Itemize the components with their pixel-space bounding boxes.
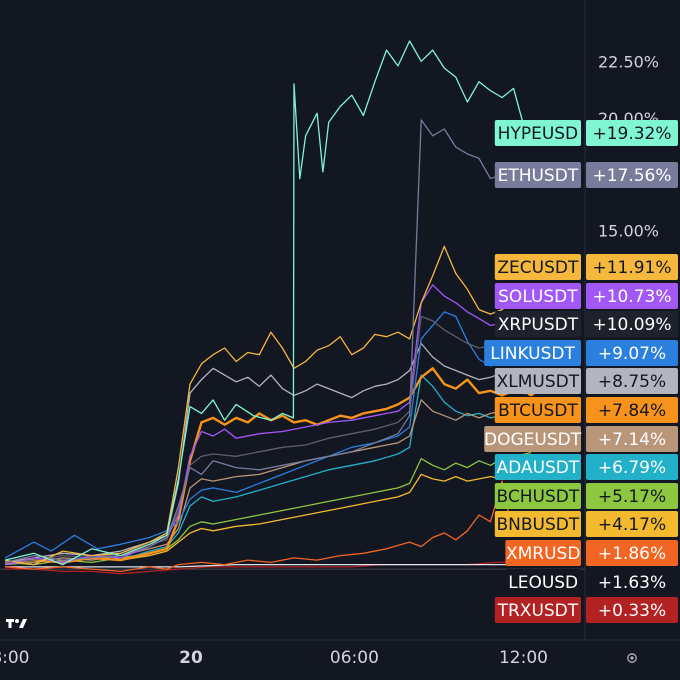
series-line-linkusdt	[4, 311, 532, 559]
legend-value-badge	[586, 311, 678, 337]
legend-value-zecusdt: +11.91%	[592, 258, 671, 278]
legend-name-trxusdt: TRXUSDT	[497, 601, 579, 621]
legend-value-leousd: +1.63%	[598, 573, 666, 593]
legend-name-solusdt: SOLUSDT	[498, 287, 578, 307]
legend-name-btcusdt: BTCUSDT	[498, 401, 578, 421]
legend-name-badge	[494, 483, 581, 509]
x-tick-label: 18:00	[0, 648, 30, 668]
legend-value-xrpusdt: +10.09%	[592, 315, 671, 335]
legend-value-xlmusdt: +8.75%	[598, 372, 666, 392]
legend-name-hypeusd: HYPEUSD	[498, 124, 578, 144]
x-tick-label: 06:00	[330, 648, 379, 668]
legend-name-zecusdt: ZECUSDT	[497, 258, 579, 278]
legend-name-bnbusdt: BNBUSDT	[497, 515, 580, 535]
legend-name-xrpusdt: XRPUSDT	[498, 315, 579, 335]
legend-value-badge	[586, 540, 678, 566]
legend-value-badge	[586, 454, 678, 480]
series-line-ethusdt	[4, 119, 532, 564]
series-line-leousd	[5, 563, 531, 568]
legend-name-badge	[494, 511, 581, 537]
legend-name-badge	[505, 540, 581, 566]
legend-value-badge	[586, 483, 678, 509]
legend-name-xlmusdt: XLMUSDT	[497, 372, 580, 392]
legend-value-badge	[586, 569, 678, 595]
legend-name-badge	[494, 597, 581, 623]
series-line-bnbusdt	[4, 473, 532, 564]
legend-name-adausdt: ADAUSDT	[497, 458, 580, 478]
legend-value-badge	[586, 283, 678, 309]
legend-value-adausdt: +6.79%	[598, 458, 666, 478]
legend-value-trxusdt: +0.33%	[598, 601, 666, 621]
legend-value-badge	[586, 597, 678, 623]
x-tick-label: 20	[179, 648, 203, 668]
legend-name-badge	[494, 368, 581, 394]
legend-name-dogeusdt: DOGEUSDT	[484, 430, 582, 450]
legend-value-badge	[586, 162, 678, 188]
tradingview-logo-icon	[6, 619, 27, 628]
legend-name-badge	[494, 397, 581, 423]
legend-value-ethusdt: +17.56%	[592, 166, 671, 186]
legend-value-hypeusd: +19.32%	[592, 124, 671, 144]
legend-name-bchusdt: BCHUSDT	[497, 487, 580, 507]
legend-name-badge	[484, 426, 581, 452]
legend-value-badge	[586, 120, 678, 146]
legend-value-badge	[586, 340, 678, 366]
series-line-hypeusd	[4, 40, 532, 566]
series-line-adausdt	[4, 374, 532, 566]
legend-value-badge	[586, 511, 678, 537]
legend-value-badge	[586, 254, 678, 280]
legend-name-linkusdt: LINKUSDT	[490, 344, 575, 364]
legend-value-badge	[586, 368, 678, 394]
legend-value-bchusdt: +5.17%	[598, 487, 666, 507]
series-line-zecusdt	[4, 245, 532, 566]
legend-name-xmrusd: XMRUSD	[506, 544, 580, 564]
legend-name-badge	[494, 283, 581, 309]
legend-value-dogeusdt: +7.14%	[598, 430, 666, 450]
legend-value-xmrusd: +1.86%	[598, 544, 666, 564]
x-tick-label: 12:00	[499, 648, 548, 668]
y-tick-label: 15.00%	[598, 222, 659, 241]
series-line-xmrusd	[4, 480, 532, 573]
legend-name-badge	[494, 454, 581, 480]
legend-name-badge	[494, 120, 581, 146]
legend-value-badge	[586, 426, 678, 452]
legend-name-leousd: LEOUSD	[508, 573, 578, 593]
settings-icon[interactable]	[626, 652, 638, 664]
legend-name-badge	[494, 162, 581, 188]
legend-name-badge	[494, 311, 581, 337]
legend-name-badge	[505, 569, 581, 595]
legend-value-bnbusdt: +4.17%	[598, 515, 666, 535]
legend-name-ethusdt: ETHUSDT	[498, 166, 579, 186]
legend-value-btcusdt: +7.84%	[598, 401, 666, 421]
legend-value-linkusdt: +9.07%	[598, 344, 666, 364]
legend-name-badge	[494, 254, 581, 280]
legend-value-solusdt: +10.73%	[592, 287, 671, 307]
y-tick-label: 22.50%	[598, 52, 659, 71]
legend-value-badge	[586, 397, 678, 423]
legend-name-badge	[484, 340, 581, 366]
